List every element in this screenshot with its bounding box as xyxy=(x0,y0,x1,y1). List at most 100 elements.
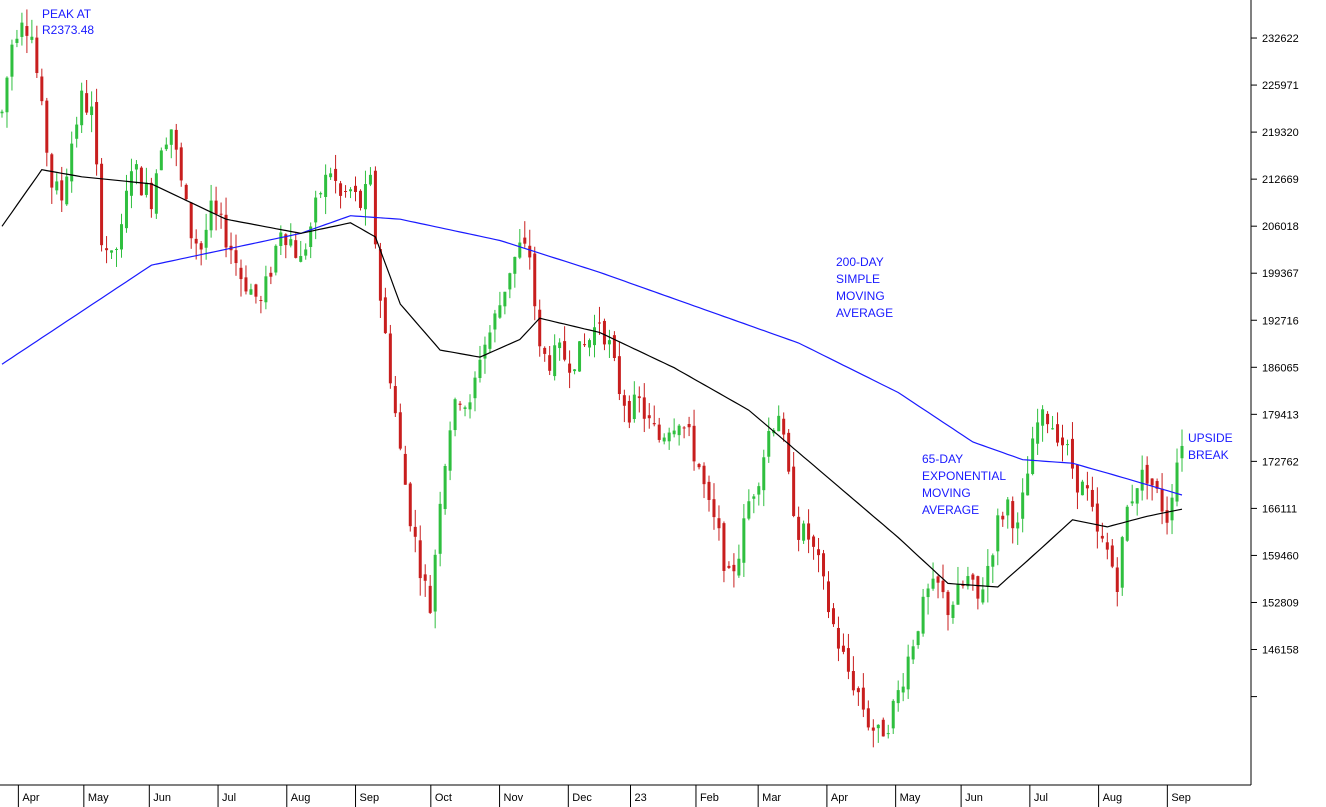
candle-body xyxy=(393,386,397,414)
x-tick-label: May xyxy=(88,792,109,804)
candle-body xyxy=(1011,501,1015,529)
candle-body xyxy=(60,180,64,201)
candle-body xyxy=(951,604,955,618)
candle-body xyxy=(403,453,407,485)
candle-body xyxy=(906,656,910,690)
y-tick-label: 192716 xyxy=(1262,315,1299,327)
x-tick-label: Dec xyxy=(572,792,592,804)
candle-body xyxy=(344,191,348,193)
candle-body xyxy=(1120,537,1124,588)
x-tick-label: Jun xyxy=(153,792,171,804)
candle-body xyxy=(563,341,567,360)
candle-body xyxy=(941,580,945,593)
candle-body xyxy=(1056,424,1060,443)
y-tick-label: 186065 xyxy=(1262,362,1299,374)
candle-body xyxy=(90,106,94,116)
candle-body xyxy=(20,22,24,37)
candle-body xyxy=(1150,478,1154,486)
candle-body xyxy=(632,394,636,420)
candle-body xyxy=(846,648,850,672)
candle-body xyxy=(926,588,930,598)
candle-body xyxy=(254,284,258,297)
candle-body xyxy=(931,578,935,589)
y-tick-label: 152809 xyxy=(1262,597,1299,609)
candle-body xyxy=(583,344,587,346)
y-tick-label: 179413 xyxy=(1262,409,1299,421)
candle-body xyxy=(224,214,228,248)
candle-body xyxy=(1085,485,1089,489)
candle-body xyxy=(607,340,611,345)
candle-body xyxy=(314,197,318,223)
candle-body xyxy=(1080,481,1084,496)
candle-body xyxy=(802,523,806,541)
candle-body xyxy=(199,243,203,250)
candle-body xyxy=(134,164,138,170)
candle-body xyxy=(184,184,188,200)
candle-body xyxy=(324,174,328,198)
candle-body xyxy=(672,430,676,435)
candle-body xyxy=(144,182,148,195)
candle-body xyxy=(169,129,173,145)
candle-body xyxy=(433,554,437,612)
candle-body xyxy=(886,733,890,735)
candle-body xyxy=(1026,473,1030,496)
candle-body xyxy=(702,465,706,485)
candle-body xyxy=(1021,492,1025,519)
candle-body xyxy=(339,183,343,196)
candle-body xyxy=(578,341,582,372)
candle-body xyxy=(204,229,208,248)
candle-body xyxy=(558,342,562,349)
candle-body xyxy=(10,44,14,77)
candle-body xyxy=(1070,438,1074,469)
candle-body xyxy=(35,37,39,74)
annotation-sma200: 200-DAY SIMPLE MOVING AVERAGE xyxy=(836,255,893,320)
candle-body xyxy=(757,486,761,495)
candle-body xyxy=(682,427,686,429)
candle-body xyxy=(692,425,696,462)
candle-body xyxy=(1110,545,1114,567)
annotation-ema65: 65-DAY EXPONENTIAL MOVING AVERAGE xyxy=(922,452,1006,517)
candle-body xyxy=(876,724,880,729)
x-tick-label: Jun xyxy=(965,792,983,804)
candle-body xyxy=(284,234,288,246)
candle-body xyxy=(911,646,915,660)
candle-body xyxy=(70,143,74,182)
candle-body xyxy=(214,200,218,215)
candle-body xyxy=(822,553,826,577)
candle-body xyxy=(493,313,497,330)
candle-body xyxy=(115,248,119,250)
candle-body xyxy=(533,253,537,307)
candle-body xyxy=(1145,464,1149,484)
candle-body xyxy=(722,523,726,571)
candle-body xyxy=(234,250,238,264)
candle-body xyxy=(274,245,278,273)
candle-body xyxy=(1001,515,1005,520)
candle-body xyxy=(1165,510,1169,523)
candle-body xyxy=(782,418,786,435)
candle-body xyxy=(378,249,382,301)
candle-body xyxy=(1160,488,1164,512)
candle-body xyxy=(124,190,128,229)
candle-body xyxy=(602,320,606,345)
candle-body xyxy=(981,589,985,603)
candle-body xyxy=(483,344,487,359)
candle-body xyxy=(473,377,477,399)
candle-body xyxy=(662,437,666,442)
candle-body xyxy=(1090,489,1094,507)
candle-body xyxy=(592,327,596,346)
candle-body xyxy=(712,499,716,518)
candle-body xyxy=(976,576,980,599)
candle-body xyxy=(458,403,462,405)
candle-body xyxy=(851,671,855,691)
moving-averages-layer xyxy=(1,169,1183,588)
y-tick-label: 206018 xyxy=(1262,221,1299,233)
y-tick-label: 212669 xyxy=(1262,174,1299,186)
candle-body xyxy=(543,347,547,354)
candle-body xyxy=(767,431,771,457)
candle-body xyxy=(269,272,273,277)
x-tick-label: Sep xyxy=(1171,792,1191,804)
candle-body xyxy=(488,332,492,349)
candle-body xyxy=(841,645,845,652)
candle-body xyxy=(1115,567,1119,593)
